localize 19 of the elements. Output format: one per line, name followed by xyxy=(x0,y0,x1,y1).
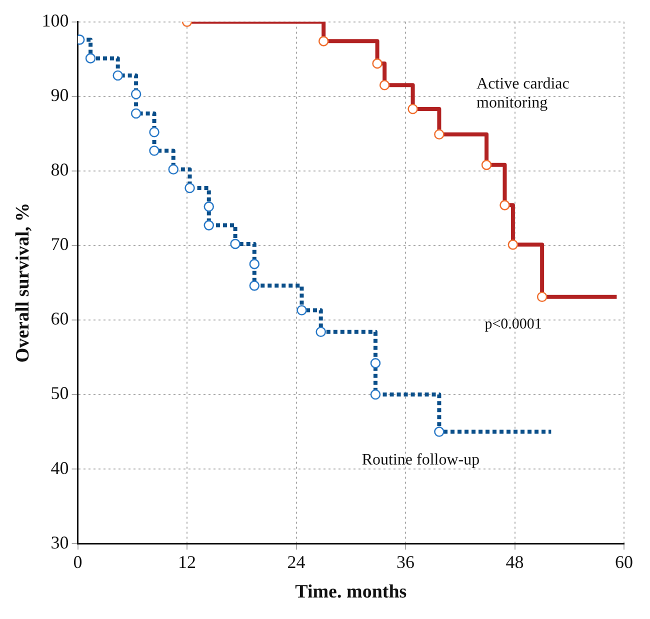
series-label: Routine follow-up xyxy=(362,451,480,468)
x-tick-label: 36 xyxy=(396,552,415,572)
x-tick-label: 48 xyxy=(506,552,524,572)
x-tick-label: 60 xyxy=(615,552,633,572)
y-tick-label: 70 xyxy=(50,234,69,254)
x-tick-label: 24 xyxy=(287,552,306,572)
x-tick-label: 0 xyxy=(73,552,82,572)
y-tick-label: 90 xyxy=(50,85,69,106)
y-tick-label: 50 xyxy=(50,383,69,404)
y-tick-label: 40 xyxy=(50,458,69,478)
y-axis-title: Overall survival, % xyxy=(12,202,34,363)
x-axis-title: Time. months xyxy=(295,582,407,603)
y-tick-label: 30 xyxy=(50,532,69,552)
y-tick-label: 80 xyxy=(50,160,69,180)
series-label: Active cardiac monitoring xyxy=(476,76,570,112)
x-tick-label: 12 xyxy=(178,552,196,572)
y-tick-label: 60 xyxy=(50,308,69,329)
y-tick-label: 100 xyxy=(42,10,69,31)
annotation: p<0.0001 xyxy=(484,316,542,332)
